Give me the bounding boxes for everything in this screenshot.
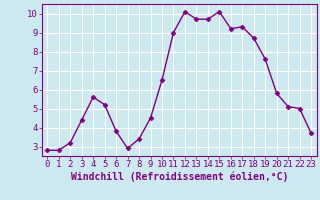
X-axis label: Windchill (Refroidissement éolien,°C): Windchill (Refroidissement éolien,°C): [70, 172, 288, 182]
